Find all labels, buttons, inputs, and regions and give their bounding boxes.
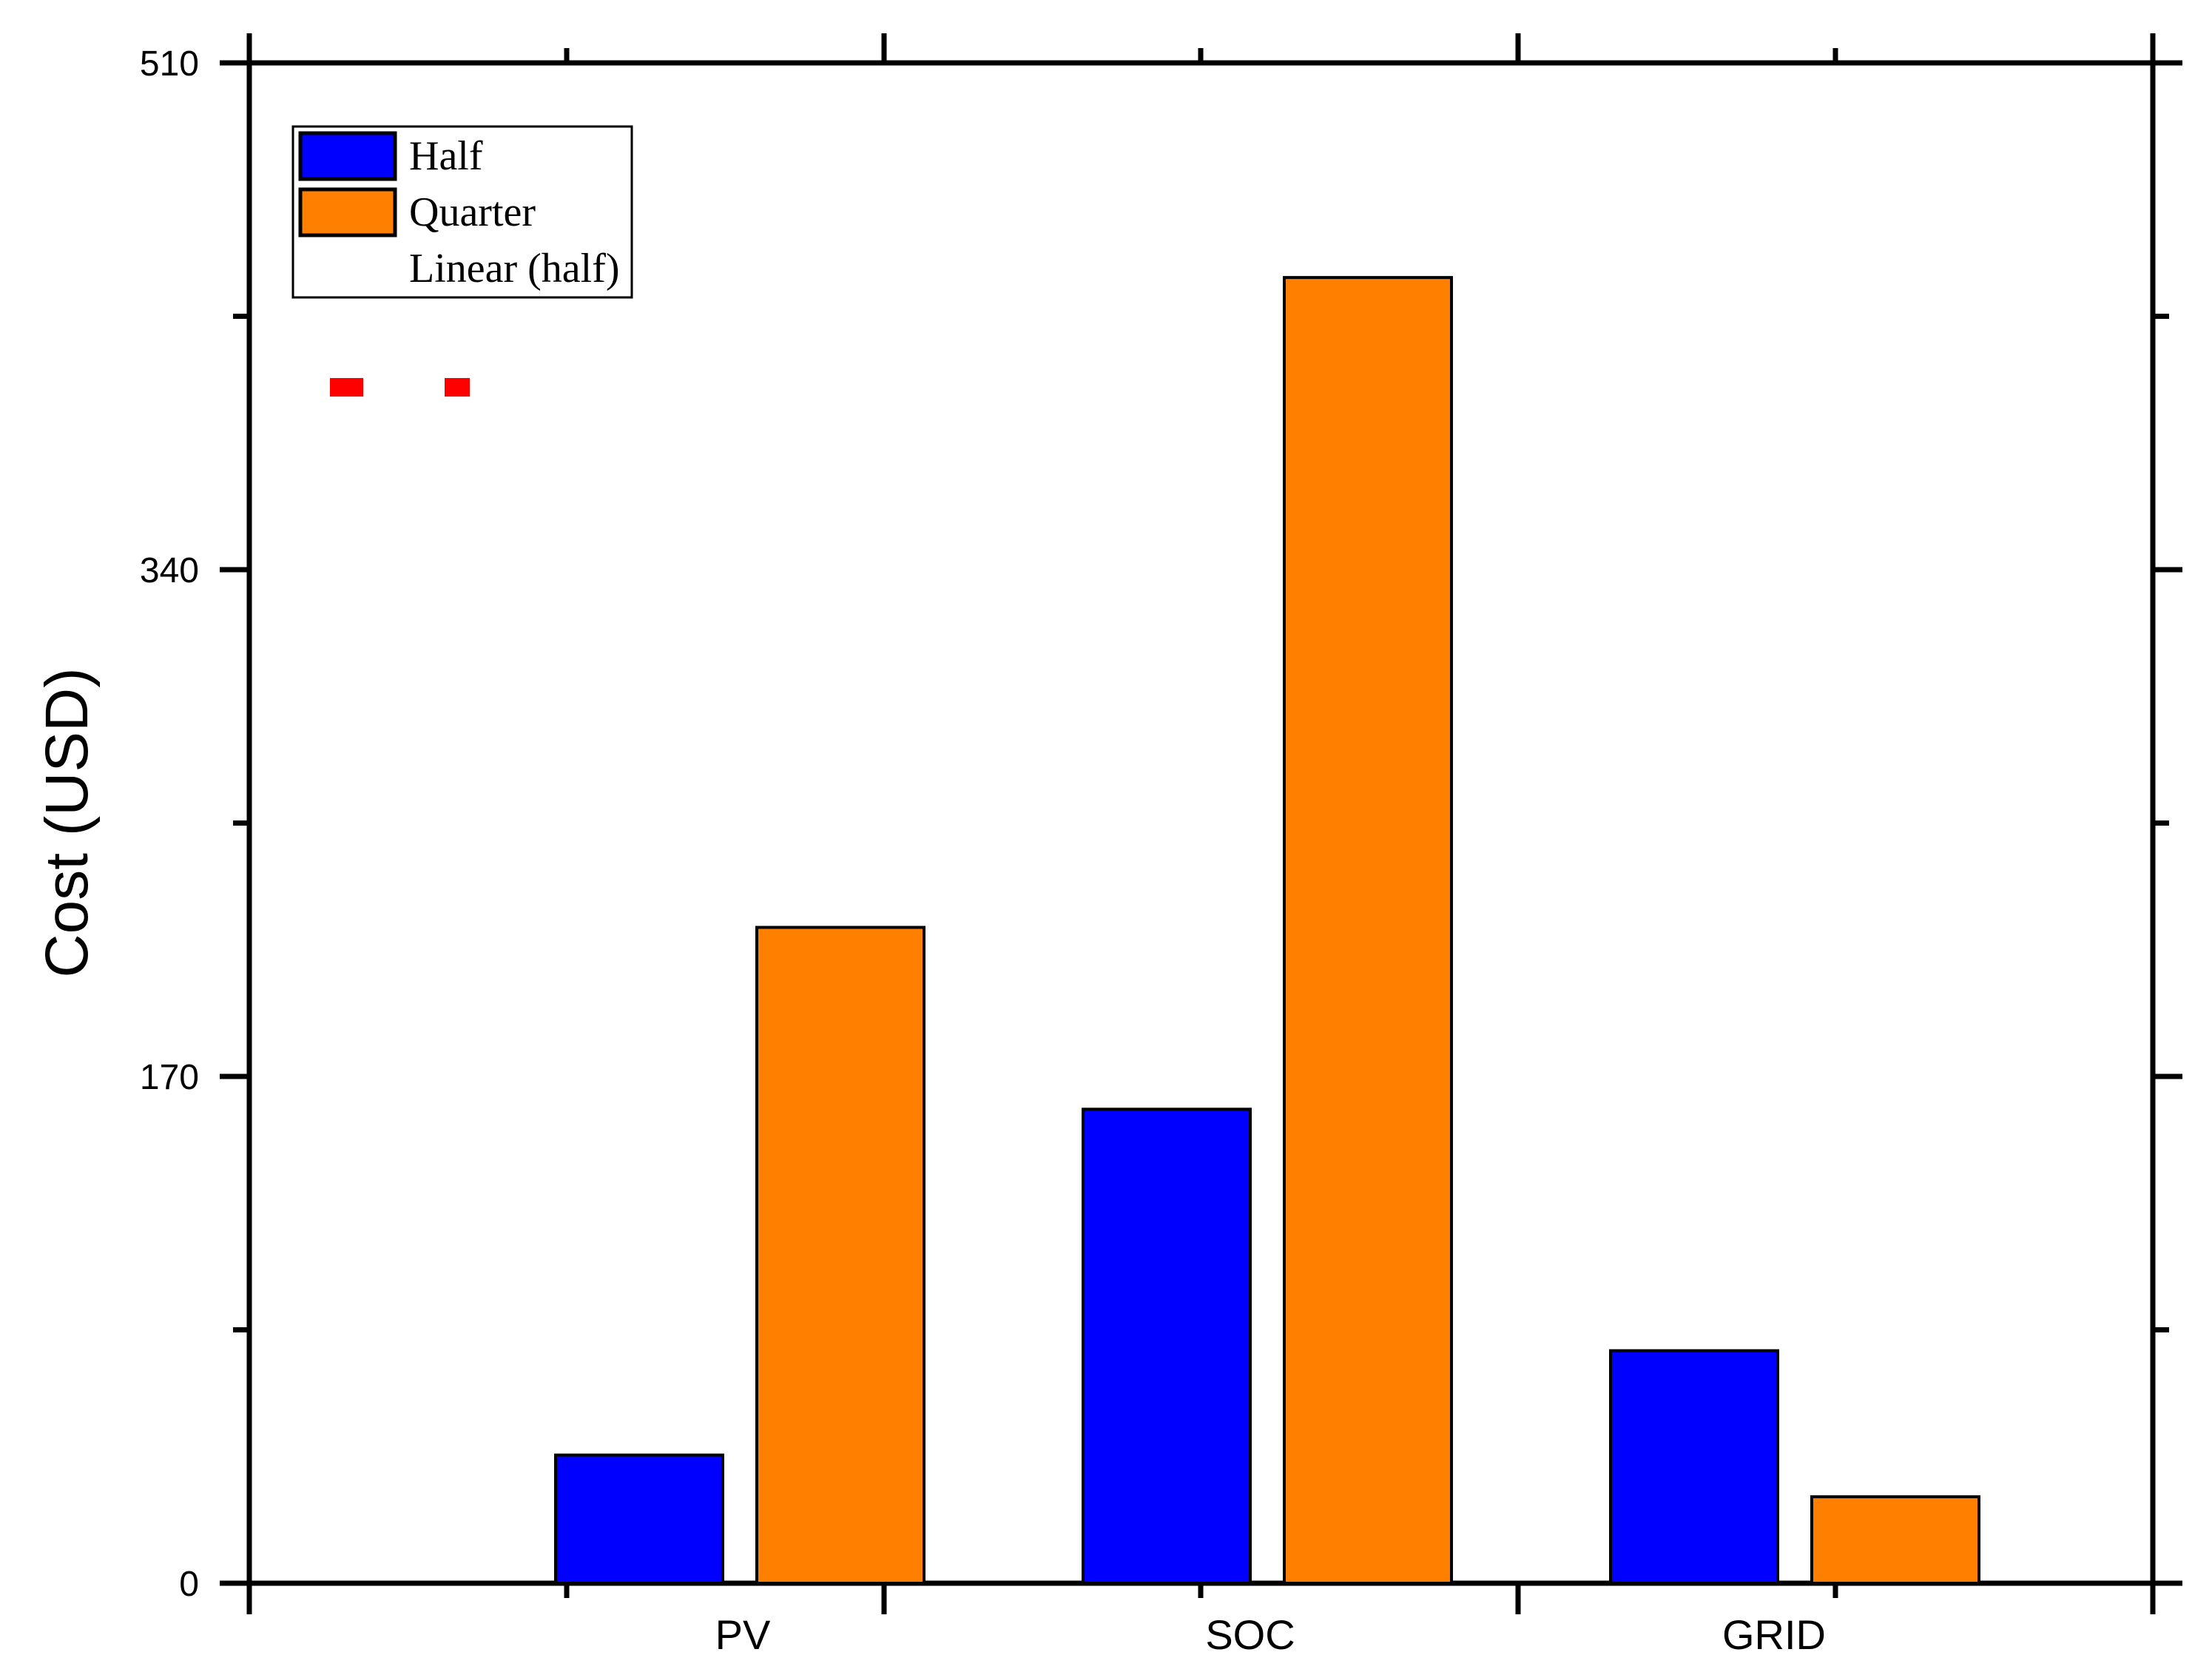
- y-tick-label: 510: [140, 44, 199, 84]
- bar-half-grid: [1609, 1349, 1779, 1585]
- legend-label-quarter: Quarter: [409, 189, 536, 235]
- x-category-label: PV: [715, 1611, 771, 1658]
- legend: Half Quarter Linear (half): [291, 125, 633, 299]
- y-axis-label: Cost (USD): [33, 667, 101, 977]
- bar-half-pv: [554, 1453, 724, 1585]
- y-tick-label: 170: [140, 1058, 199, 1097]
- bar-quarter-pv: [755, 926, 925, 1585]
- bars: [554, 276, 1980, 1585]
- bar-quarter-grid: [1810, 1495, 1980, 1585]
- legend-label-trendline: Linear (half): [409, 246, 619, 291]
- ticks: 0 170 340 510 PV SOC GRID: [140, 33, 2182, 1658]
- legend-label-half: Half: [409, 133, 483, 179]
- trendline-dash: [330, 378, 363, 397]
- linear-half-trendline: [330, 378, 470, 397]
- y-tick-label: 0: [179, 1565, 199, 1604]
- bar-quarter-soc: [1283, 276, 1453, 1585]
- trendline-dash: [445, 378, 470, 397]
- y-tick-label: 340: [140, 551, 199, 590]
- legend-swatch-quarter: [298, 187, 397, 237]
- legend-swatch-half: [298, 131, 397, 181]
- bar-half-soc: [1082, 1108, 1252, 1585]
- x-category-label: SOC: [1205, 1611, 1295, 1658]
- x-category-label: GRID: [1722, 1611, 1826, 1658]
